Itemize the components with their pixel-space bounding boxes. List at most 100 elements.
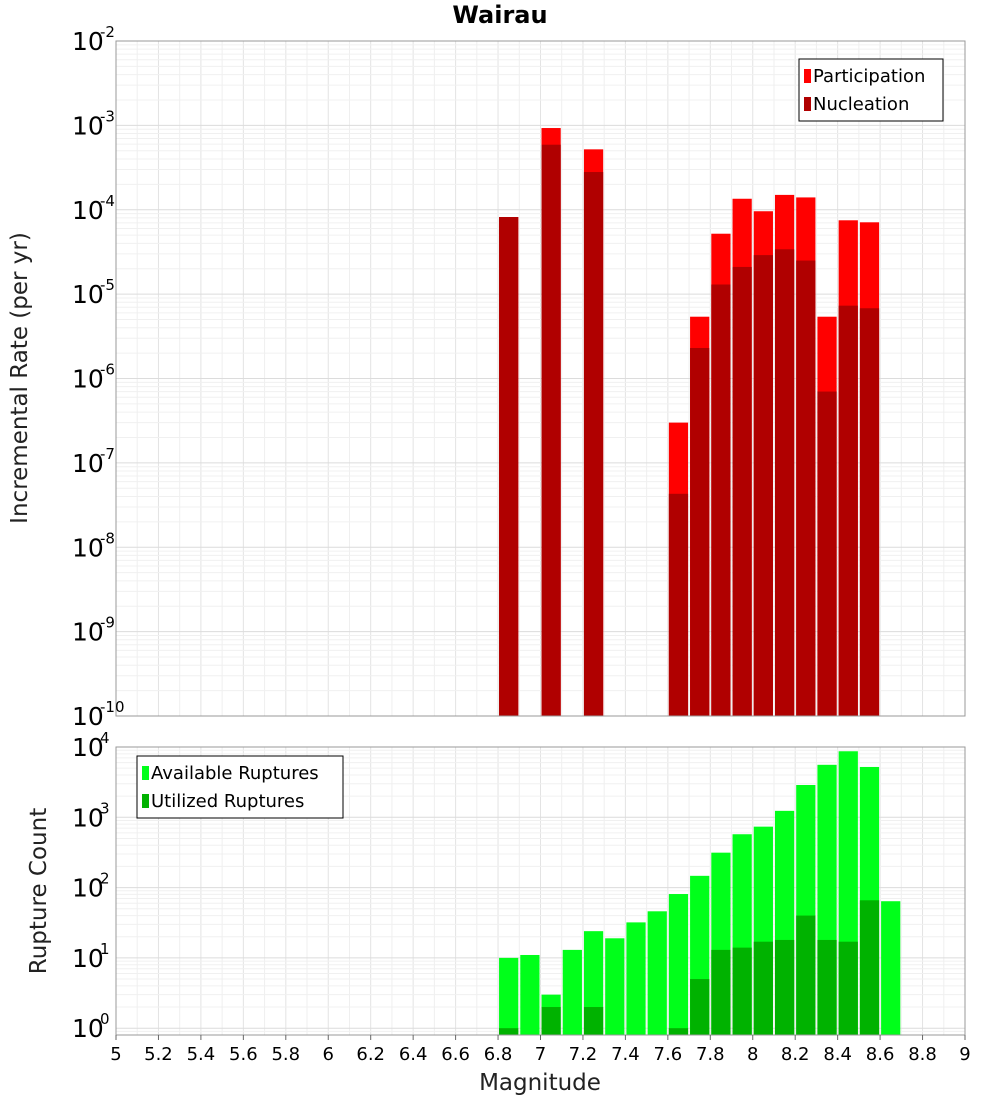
x-tick-label: 5: [110, 1044, 121, 1065]
y-tick-exponent: -8: [100, 529, 115, 547]
y-tick-label: 10: [72, 733, 104, 762]
x-tick-label: 8: [747, 1044, 758, 1065]
y-tick-label: 10: [72, 449, 104, 478]
y-tick-label: 10: [72, 944, 104, 973]
x-tick-label: 8.8: [908, 1044, 937, 1065]
y-tick-exponent: 3: [100, 799, 110, 817]
bottom-legend: Available Ruptures Utilized Ruptures: [136, 755, 344, 819]
bar-utilized-ruptures: [668, 1028, 689, 1035]
x-tick-label: 5.4: [187, 1044, 216, 1065]
legend-entry: Available Ruptures: [151, 763, 319, 784]
x-tick-label: 5.8: [271, 1044, 300, 1065]
legend-swatch: [142, 794, 149, 808]
y-tick-exponent: 4: [100, 729, 110, 747]
bar-nucleation: [838, 305, 858, 716]
chart-title: Wairau: [452, 1, 547, 29]
bar-nucleation: [796, 260, 816, 716]
bar-available-ruptures: [647, 911, 667, 1035]
x-tick-label: 5.2: [144, 1044, 173, 1065]
legend-swatch: [804, 97, 811, 111]
bar-available-ruptures: [499, 957, 519, 1035]
bar-utilized-ruptures: [711, 949, 731, 1035]
bar-nucleation: [859, 308, 880, 716]
bottom-bars: [499, 751, 901, 1035]
legend-entry: Utilized Ruptures: [151, 791, 304, 812]
y-tick-exponent: -4: [100, 192, 115, 210]
y-tick-label: 10: [72, 196, 104, 225]
x-tick-label: 7.8: [696, 1044, 725, 1065]
legend-swatch: [142, 766, 149, 780]
bar-utilized-ruptures: [541, 1007, 561, 1035]
bar-nucleation: [753, 255, 773, 716]
bar-nucleation: [732, 266, 752, 716]
y-tick-exponent: -3: [100, 107, 115, 125]
x-tick-label: 6.4: [399, 1044, 428, 1065]
legend-entry: Participation: [813, 66, 925, 87]
legend-entry: Nucleation: [813, 94, 909, 115]
top-y-ticks: 10-210-310-410-510-610-710-810-910-10: [72, 23, 125, 731]
y-tick-label: 10: [72, 280, 104, 309]
bar-available-ruptures: [668, 894, 689, 1035]
bar-available-ruptures: [605, 938, 625, 1035]
y-tick-exponent: -5: [100, 276, 115, 294]
y-tick-label: 10: [72, 27, 104, 56]
y-tick-label: 10: [72, 618, 104, 647]
bar-nucleation: [541, 144, 561, 717]
x-tick-label: 7: [535, 1044, 546, 1065]
legend-box: [136, 755, 344, 819]
bar-utilized-ruptures: [499, 1028, 519, 1035]
x-tick-label: 6.8: [484, 1044, 513, 1065]
x-tick-label: 6.6: [441, 1044, 470, 1065]
x-ticks: 5 5.2 5.4 5.6 5.8 6 6.2 6.4 6.6 6.8 7 7.2 7.4 7.6 7.8 8…: [110, 1035, 971, 1065]
x-tick-label: 8.6: [866, 1044, 895, 1065]
bar-available-ruptures: [881, 901, 901, 1035]
x-tick-label: 6.2: [356, 1044, 385, 1065]
bar-nucleation: [817, 391, 837, 716]
bar-utilized-ruptures: [583, 1007, 604, 1035]
y-tick-exponent: -9: [100, 614, 115, 632]
top-panel: 10-210-310-410-510-610-710-810-910-10 In…: [7, 23, 966, 731]
x-tick-label: 7.4: [611, 1044, 640, 1065]
bar-utilized-ruptures: [774, 939, 795, 1035]
x-tick-label: 7.2: [569, 1044, 598, 1065]
top-plot-frame: [115, 40, 966, 717]
y-tick-label: 10: [72, 533, 104, 562]
y-tick-exponent: -10: [100, 698, 125, 716]
y-tick-exponent: -6: [100, 361, 115, 379]
bar-nucleation: [668, 493, 689, 716]
bar-nucleation: [499, 217, 519, 716]
bar-available-ruptures: [562, 949, 582, 1035]
y-tick-label: 10: [72, 803, 104, 832]
bar-nucleation: [774, 249, 795, 716]
x-tick-label: 5.6: [229, 1044, 258, 1065]
bar-utilized-ruptures: [817, 939, 837, 1035]
top-bars: [499, 128, 880, 717]
legend-box: [798, 58, 944, 122]
bar-nucleation: [583, 172, 604, 716]
x-tick-label: 7.6: [654, 1044, 683, 1065]
bar-utilized-ruptures: [753, 941, 773, 1035]
top-legend: Participation Nucleation: [798, 58, 944, 122]
bar-utilized-ruptures: [732, 947, 752, 1035]
x-axis-label: Magnitude: [479, 1070, 601, 1096]
bar-available-ruptures: [520, 954, 540, 1035]
x-tick-label: 8.4: [823, 1044, 852, 1065]
y-tick-label: 10: [72, 702, 104, 731]
x-tick-label: 9: [959, 1044, 970, 1065]
y-tick-exponent: 0: [100, 1010, 110, 1028]
legend-swatch: [804, 69, 811, 83]
y-tick-label: 10: [72, 111, 104, 140]
x-tick-label: 8.2: [781, 1044, 810, 1065]
bar-utilized-ruptures: [690, 979, 710, 1035]
bar-utilized-ruptures: [838, 941, 858, 1035]
y-tick-exponent: 1: [100, 940, 110, 958]
y-tick-label: 10: [72, 1014, 104, 1043]
top-y-axis-label: Incremental Rate (per yr): [7, 232, 33, 524]
y-tick-exponent: 2: [100, 870, 110, 888]
bar-available-ruptures: [626, 922, 646, 1035]
bar-utilized-ruptures: [796, 915, 816, 1035]
x-tick-label: 6: [323, 1044, 334, 1065]
